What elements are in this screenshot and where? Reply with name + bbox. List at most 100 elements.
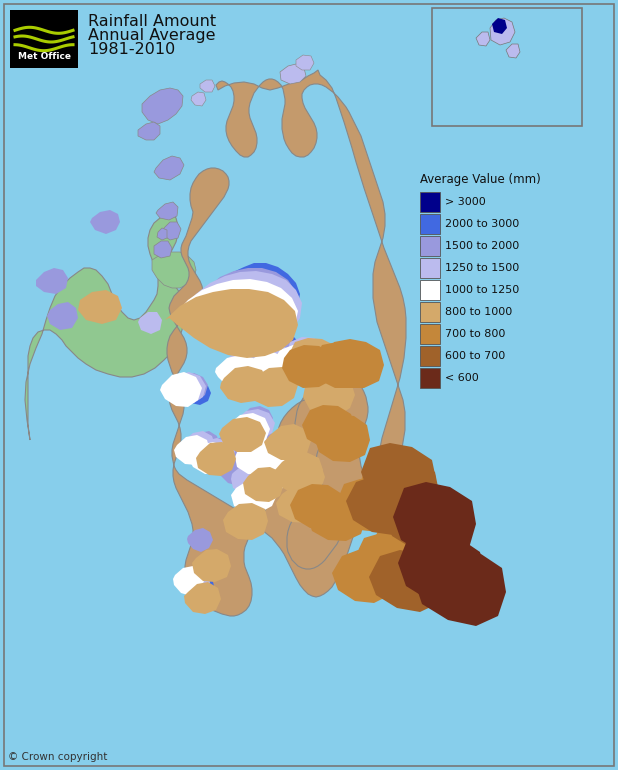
Polygon shape xyxy=(354,533,421,590)
Polygon shape xyxy=(490,18,515,45)
Polygon shape xyxy=(188,574,214,598)
Polygon shape xyxy=(296,55,314,70)
Polygon shape xyxy=(314,342,370,388)
Polygon shape xyxy=(200,80,215,92)
Bar xyxy=(10,10,78,68)
Polygon shape xyxy=(223,350,267,385)
Polygon shape xyxy=(506,44,520,58)
Polygon shape xyxy=(210,263,300,334)
Polygon shape xyxy=(90,210,120,234)
Polygon shape xyxy=(187,528,213,552)
Polygon shape xyxy=(369,550,446,612)
Polygon shape xyxy=(302,405,355,448)
Polygon shape xyxy=(275,452,323,488)
Text: < 600: < 600 xyxy=(445,373,479,383)
Polygon shape xyxy=(287,337,327,374)
Polygon shape xyxy=(191,431,219,457)
Polygon shape xyxy=(385,485,462,553)
Polygon shape xyxy=(228,268,290,323)
Polygon shape xyxy=(195,438,235,468)
Polygon shape xyxy=(203,437,239,464)
Polygon shape xyxy=(241,437,277,468)
Polygon shape xyxy=(290,484,346,529)
Polygon shape xyxy=(220,457,260,486)
Polygon shape xyxy=(231,462,271,494)
Polygon shape xyxy=(240,406,273,434)
Text: Annual Average: Annual Average xyxy=(88,28,216,43)
Polygon shape xyxy=(248,432,280,460)
Polygon shape xyxy=(173,566,204,596)
Polygon shape xyxy=(235,440,277,474)
Polygon shape xyxy=(176,373,208,401)
Polygon shape xyxy=(138,312,162,334)
Polygon shape xyxy=(393,482,476,558)
Polygon shape xyxy=(231,479,277,512)
Polygon shape xyxy=(220,366,268,403)
Bar xyxy=(420,236,440,256)
Polygon shape xyxy=(192,549,231,582)
Polygon shape xyxy=(138,122,160,140)
Polygon shape xyxy=(307,492,366,541)
Polygon shape xyxy=(233,342,276,375)
Polygon shape xyxy=(255,446,289,477)
Polygon shape xyxy=(240,328,284,363)
Polygon shape xyxy=(263,451,302,484)
Bar xyxy=(420,258,440,278)
Polygon shape xyxy=(163,222,181,240)
Polygon shape xyxy=(154,156,184,180)
Bar xyxy=(420,280,440,300)
Polygon shape xyxy=(414,546,506,626)
Polygon shape xyxy=(326,339,384,388)
Polygon shape xyxy=(303,374,355,417)
Polygon shape xyxy=(248,367,298,407)
Polygon shape xyxy=(188,442,232,474)
Text: 700 to 800: 700 to 800 xyxy=(445,329,506,339)
Text: 1981-2010: 1981-2010 xyxy=(88,42,176,57)
Polygon shape xyxy=(213,436,241,459)
Bar xyxy=(432,8,582,126)
Polygon shape xyxy=(336,479,398,532)
Polygon shape xyxy=(361,443,436,507)
Bar xyxy=(420,368,440,388)
Polygon shape xyxy=(279,459,325,495)
Polygon shape xyxy=(258,336,298,371)
Polygon shape xyxy=(157,228,167,240)
Text: Average Value (mm): Average Value (mm) xyxy=(420,173,541,186)
Polygon shape xyxy=(398,532,484,606)
Bar xyxy=(420,214,440,234)
Polygon shape xyxy=(183,431,215,458)
Text: 1250 to 1500: 1250 to 1500 xyxy=(445,263,519,273)
Polygon shape xyxy=(223,503,268,540)
Polygon shape xyxy=(25,214,184,440)
Polygon shape xyxy=(234,409,275,439)
Polygon shape xyxy=(36,268,68,294)
Polygon shape xyxy=(243,467,284,502)
Polygon shape xyxy=(168,372,206,403)
Polygon shape xyxy=(314,414,370,462)
Polygon shape xyxy=(196,442,236,476)
Polygon shape xyxy=(160,372,202,407)
Polygon shape xyxy=(274,345,321,384)
Polygon shape xyxy=(152,252,196,288)
Polygon shape xyxy=(174,435,210,465)
Text: Met Office: Met Office xyxy=(17,52,70,61)
Text: 800 to 1000: 800 to 1000 xyxy=(445,307,512,317)
Polygon shape xyxy=(215,355,262,390)
Text: 1500 to 2000: 1500 to 2000 xyxy=(445,241,519,251)
Text: > 3000: > 3000 xyxy=(445,197,486,207)
Polygon shape xyxy=(251,460,289,492)
Polygon shape xyxy=(280,64,306,84)
Polygon shape xyxy=(476,32,490,46)
Polygon shape xyxy=(78,290,122,324)
Polygon shape xyxy=(244,352,290,390)
Polygon shape xyxy=(184,271,302,347)
Text: 2000 to 3000: 2000 to 3000 xyxy=(445,219,519,229)
Polygon shape xyxy=(184,582,221,614)
Polygon shape xyxy=(332,550,396,603)
Polygon shape xyxy=(181,569,210,596)
Polygon shape xyxy=(196,268,300,343)
Polygon shape xyxy=(219,417,266,452)
Polygon shape xyxy=(175,279,298,348)
Polygon shape xyxy=(142,88,183,124)
Polygon shape xyxy=(375,511,444,570)
